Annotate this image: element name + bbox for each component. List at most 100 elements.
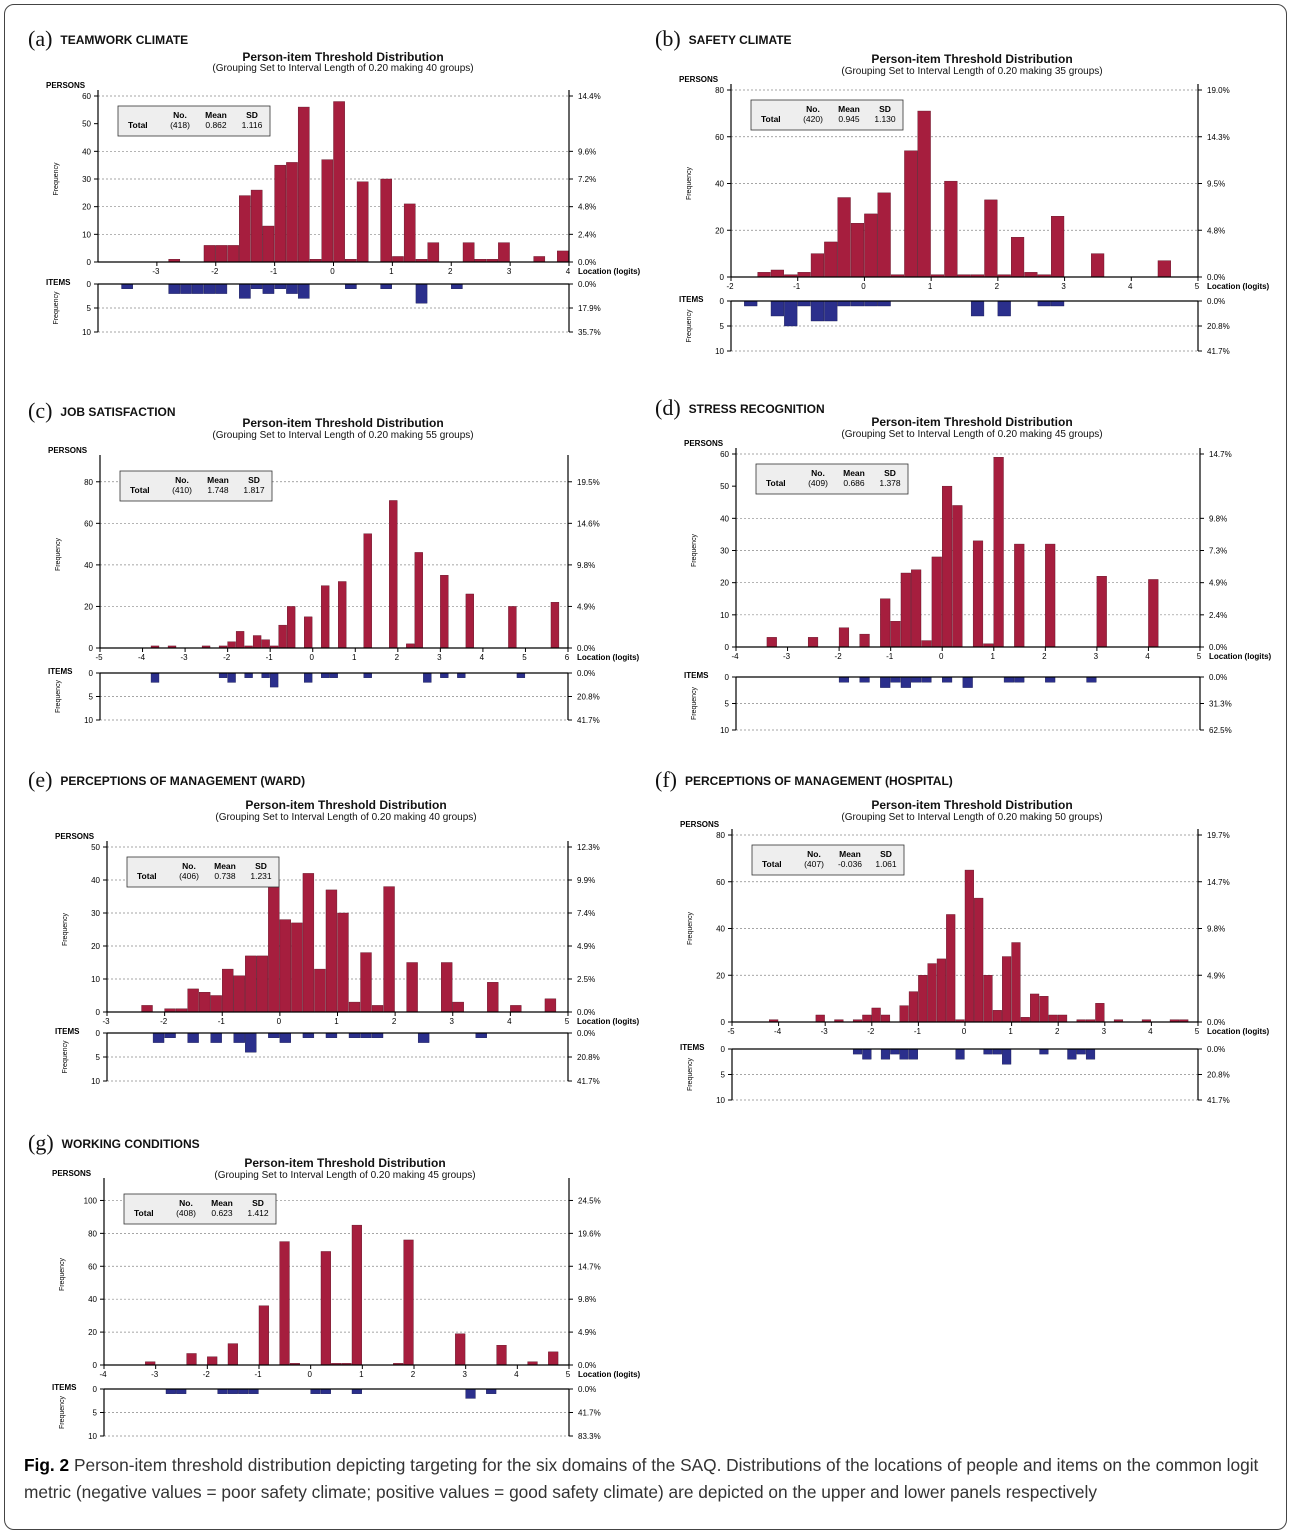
persons-bar bbox=[770, 269, 784, 278]
items-pct-tick-label: 20.8% bbox=[577, 693, 600, 702]
persons-bar bbox=[972, 540, 984, 648]
stats-header: No. bbox=[182, 861, 196, 871]
items-bar bbox=[180, 283, 192, 294]
items-bar bbox=[233, 1032, 245, 1043]
persons-bar bbox=[203, 245, 216, 263]
pct-tick-label: 0.0% bbox=[578, 1361, 596, 1370]
panel-d: (d) STRESS RECOGNITION Person-item Thresh… bbox=[655, 395, 1285, 735]
items-frequency-label: Frequency bbox=[687, 1057, 694, 1091]
persons-bar bbox=[1096, 576, 1107, 648]
pct-tick-label: 4.8% bbox=[578, 203, 596, 212]
persons-bar bbox=[441, 962, 453, 1013]
items-bar bbox=[838, 676, 850, 683]
items-frequency-label: Frequency bbox=[55, 679, 62, 713]
items-y-tick-label: 10 bbox=[715, 347, 724, 356]
items-bar bbox=[911, 676, 922, 683]
stats-value: 0.738 bbox=[214, 871, 236, 881]
pct-tick-label: 0.0% bbox=[1207, 1018, 1225, 1027]
x-tick-label: 0 bbox=[939, 652, 944, 661]
items-y-tick-label: 10 bbox=[82, 328, 91, 337]
panel-c: (c) JOB SATISFACTION Person-item Threshol… bbox=[28, 398, 658, 728]
stats-header: Mean bbox=[214, 861, 236, 871]
stats-header: SD bbox=[248, 475, 260, 485]
panel-domain-title: PERCEPTIONS OF MANAGEMENT (HOSPITAL) bbox=[684, 774, 953, 788]
persons-bar bbox=[1014, 543, 1025, 648]
items-bar bbox=[997, 300, 1011, 317]
x-axis-label: Location (logits) bbox=[578, 267, 641, 276]
persons-bar bbox=[261, 639, 270, 649]
persons-bar bbox=[487, 982, 499, 1013]
stats-header: SD bbox=[252, 1198, 264, 1208]
items-y-tick-label: 5 bbox=[720, 322, 725, 331]
pct-tick-label: 9.8% bbox=[578, 1295, 596, 1304]
items-bar bbox=[176, 1388, 187, 1394]
items-bar bbox=[345, 283, 357, 290]
items-bar bbox=[1003, 676, 1015, 683]
panel-e: (e) PERCEPTIONS OF MANAGEMENT (WARD) Pers… bbox=[28, 767, 658, 1097]
distribution-chart-g: 0204060801000.0%4.9%9.8%14.7%19.6%24.5%0… bbox=[52, 1169, 641, 1441]
persons-bar bbox=[297, 106, 310, 263]
y-tick-label: 60 bbox=[720, 450, 729, 459]
items-y-tick-label: 5 bbox=[725, 700, 730, 709]
x-tick-label: 4 bbox=[480, 653, 485, 662]
caption-text: Person-item threshold distribution depic… bbox=[24, 1455, 1259, 1502]
persons-bar bbox=[508, 606, 517, 649]
items-bar bbox=[440, 672, 449, 678]
pct-tick-label: 19.0% bbox=[1207, 86, 1230, 95]
items-bar bbox=[248, 1388, 259, 1394]
persons-bar bbox=[859, 633, 870, 648]
y-tick-label: 10 bbox=[82, 230, 91, 239]
chart-subtitle: (Grouping Set to Interval Length of 0.20… bbox=[841, 66, 1103, 77]
pct-tick-label: 14.4% bbox=[578, 92, 601, 101]
items-pct-tick-label: 0.0% bbox=[578, 280, 596, 289]
panel-domain-title: PERCEPTIONS OF MANAGEMENT (WARD) bbox=[60, 774, 306, 788]
persons-bar bbox=[440, 575, 449, 649]
x-tick-label: 4 bbox=[1148, 1027, 1153, 1036]
pct-tick-label: 4.9% bbox=[578, 1328, 596, 1337]
persons-bar bbox=[207, 1356, 218, 1366]
persons-bar bbox=[286, 162, 298, 263]
panel-domain-title: TEAMWORK CLIMATE bbox=[60, 33, 189, 47]
distribution-chart-a: 01020304050600.0%2.4%4.8%7.2%9.6%14.4%05… bbox=[46, 81, 641, 337]
persons-bar bbox=[911, 569, 922, 648]
y-tick-label: 0 bbox=[721, 1018, 726, 1027]
panel-letter: (c) bbox=[28, 398, 53, 423]
y-tick-label: 10 bbox=[91, 975, 100, 984]
items-bar bbox=[983, 1048, 993, 1055]
persons-bar bbox=[974, 897, 984, 1023]
x-tick-label: -2 bbox=[211, 267, 219, 276]
persons-bar bbox=[371, 1005, 384, 1013]
items-bar bbox=[921, 676, 932, 683]
items-y-tick-label: 10 bbox=[84, 716, 93, 725]
x-tick-label: -4 bbox=[731, 652, 739, 661]
persons-bar bbox=[871, 1007, 881, 1023]
x-tick-label: -2 bbox=[160, 1017, 168, 1026]
y-tick-label: 40 bbox=[88, 1295, 97, 1304]
x-tick-label: 1 bbox=[928, 282, 933, 291]
stats-header: No. bbox=[173, 110, 187, 120]
x-tick-label: 4 bbox=[1145, 652, 1150, 661]
persons-bar bbox=[757, 272, 771, 278]
x-tick-label: 2 bbox=[411, 1370, 416, 1379]
stats-header: No. bbox=[807, 849, 821, 859]
panel-letter: (b) bbox=[655, 26, 681, 51]
pct-tick-label: 7.3% bbox=[1209, 547, 1227, 556]
items-pct-tick-label: 41.7% bbox=[577, 716, 600, 725]
items-bar bbox=[852, 1048, 863, 1055]
stats-box bbox=[750, 99, 904, 131]
items-bar bbox=[992, 1048, 1002, 1055]
y-tick-label: 20 bbox=[88, 1328, 97, 1337]
persons-bar bbox=[406, 643, 415, 649]
persons-bar bbox=[1011, 942, 1021, 1023]
items-bar bbox=[423, 672, 432, 683]
items-bar bbox=[970, 300, 985, 317]
items-bar bbox=[862, 1048, 872, 1060]
persons-bar bbox=[256, 955, 268, 1013]
x-tick-label: 4 bbox=[1128, 282, 1133, 291]
persons-bar bbox=[1045, 543, 1056, 648]
distribution-chart-f: 0204060800.0%4.9%9.8%14.7%19.7%05100.0%2… bbox=[680, 820, 1270, 1105]
pct-tick-label: 14.3% bbox=[1207, 133, 1230, 142]
persons-bar bbox=[864, 213, 878, 278]
items-bar bbox=[279, 1032, 292, 1043]
persons-label: PERSONS bbox=[680, 820, 720, 829]
